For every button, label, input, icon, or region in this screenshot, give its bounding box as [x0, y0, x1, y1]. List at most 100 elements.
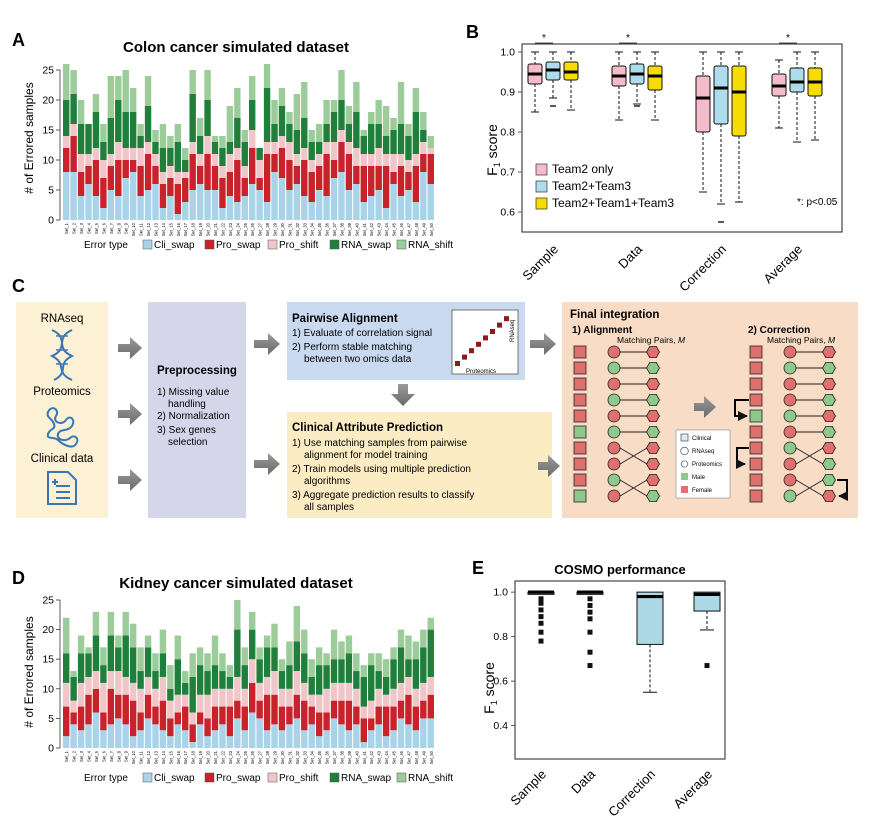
proteomics-sample-hexagon	[646, 345, 660, 359]
bar-segment	[129, 700, 137, 737]
bar-segment	[211, 154, 219, 166]
y-tick-label: 1.0	[493, 587, 508, 599]
bar-segment	[85, 154, 92, 166]
x-tick-label: Set_49	[421, 750, 426, 764]
bar-segment	[368, 154, 375, 166]
bar-segment	[182, 706, 189, 731]
bar-segment	[63, 682, 70, 707]
clinical-prediction-title: Clinical Attribute Prediction	[292, 422, 443, 434]
bar-segment	[77, 154, 85, 172]
bar-segment	[129, 160, 137, 172]
x-tick-label: Set_2	[72, 750, 77, 762]
bar-segment	[129, 112, 137, 148]
bar-segment	[100, 160, 107, 178]
bar-segment	[375, 100, 382, 124]
outlier	[538, 596, 544, 602]
bar-segment	[249, 659, 256, 683]
bar-segment	[301, 629, 308, 654]
bar-segment	[234, 600, 241, 630]
bar-segment	[293, 605, 301, 642]
bar-segment	[390, 172, 397, 184]
rnaseq-sample-circle	[783, 377, 797, 391]
rnaseq-sample-circle	[607, 393, 621, 407]
bar-segment	[85, 124, 92, 154]
panel-c: C RNAseq Proteomics Clinical data	[12, 276, 858, 518]
bar-segment	[345, 190, 353, 220]
x-tick-label: Set_44	[384, 750, 389, 764]
bar-segment	[122, 694, 129, 725]
bar-segment	[129, 682, 137, 701]
bar-segment	[330, 682, 338, 701]
x-category-label: Average	[670, 767, 715, 812]
bar-segment	[182, 694, 189, 707]
x-tick-label: Set_10	[131, 222, 136, 236]
y-tick-label: 15	[42, 125, 54, 137]
x-category-label: Sample	[507, 767, 549, 809]
bar-segment	[85, 694, 92, 725]
x-tick-label: Set_28	[265, 222, 270, 236]
bar-segment	[77, 172, 85, 196]
bar-segment	[397, 154, 405, 166]
x-tick-label: Set_18	[191, 750, 196, 764]
bar-segment	[219, 724, 226, 748]
bar-segment	[167, 136, 174, 148]
rnaseq-sample-circle	[607, 345, 621, 359]
x-tick-label: Set_39	[347, 750, 352, 764]
bar-segment	[412, 166, 420, 202]
bar-segment	[122, 724, 129, 748]
bar-segment	[308, 172, 315, 202]
bar-segment	[159, 172, 167, 184]
bar-segment	[405, 659, 412, 677]
bar-segment	[301, 682, 308, 701]
bar-segment	[107, 635, 115, 672]
matrix-x-label: Proteomics	[466, 369, 496, 375]
bar-segment	[323, 730, 330, 748]
bar-segment	[152, 184, 159, 220]
bar-segment	[204, 136, 211, 154]
x-category-label: Data	[615, 241, 646, 272]
bar-segment	[315, 124, 323, 142]
bar-segment	[196, 166, 204, 184]
bar-segment	[77, 635, 85, 654]
bar-segment	[308, 724, 315, 748]
bar-segment	[368, 112, 375, 124]
bar-segment	[412, 88, 420, 112]
legend-title-d: Error type	[84, 773, 128, 784]
proteomics-sample-hexagon	[822, 345, 836, 359]
bar-segment	[211, 136, 219, 142]
x-tick-label: Set_29	[273, 222, 278, 236]
bar-segment	[397, 82, 405, 124]
x-tick-label: Set_28	[265, 750, 270, 764]
x-tick-label: Set_27	[258, 222, 263, 236]
bar-segment	[301, 118, 308, 148]
x-tick-label: Set_33	[302, 750, 307, 764]
bar-segment	[301, 730, 308, 748]
bar-segment	[122, 112, 129, 148]
proteomics-sample-hexagon	[822, 393, 836, 407]
bar-segment	[144, 190, 152, 220]
x-tick-label: Set_35	[317, 222, 322, 236]
bar-segment	[368, 166, 375, 196]
bar-segment	[77, 124, 85, 154]
bar-segment	[137, 196, 144, 220]
x-tick-label: Set_10	[131, 750, 136, 764]
proteomics-sample-hexagon	[822, 361, 836, 375]
bar-segment	[129, 647, 137, 683]
bar-segment	[390, 706, 397, 731]
bar-segment	[308, 659, 315, 677]
bar-segment	[70, 94, 77, 124]
rnaseq-sample-circle	[607, 361, 621, 375]
bar-segment	[77, 196, 85, 220]
correction-bracket-arrow	[837, 479, 848, 501]
bar-segment	[293, 184, 301, 220]
bar-segment	[323, 688, 330, 713]
proteomics-sample-hexagon	[646, 457, 660, 471]
bar-segment	[196, 184, 204, 220]
bar-segment	[278, 706, 286, 731]
bar-segment	[107, 76, 115, 118]
proteomics-sample-hexagon	[646, 473, 660, 487]
panel-e: E COSMO performance F1 score 0.4 0.6 0.8 1.…	[472, 558, 726, 820]
bar-segment	[182, 148, 189, 160]
bar-segment	[249, 148, 256, 184]
y-axis-label-b: F1 score	[484, 124, 502, 176]
